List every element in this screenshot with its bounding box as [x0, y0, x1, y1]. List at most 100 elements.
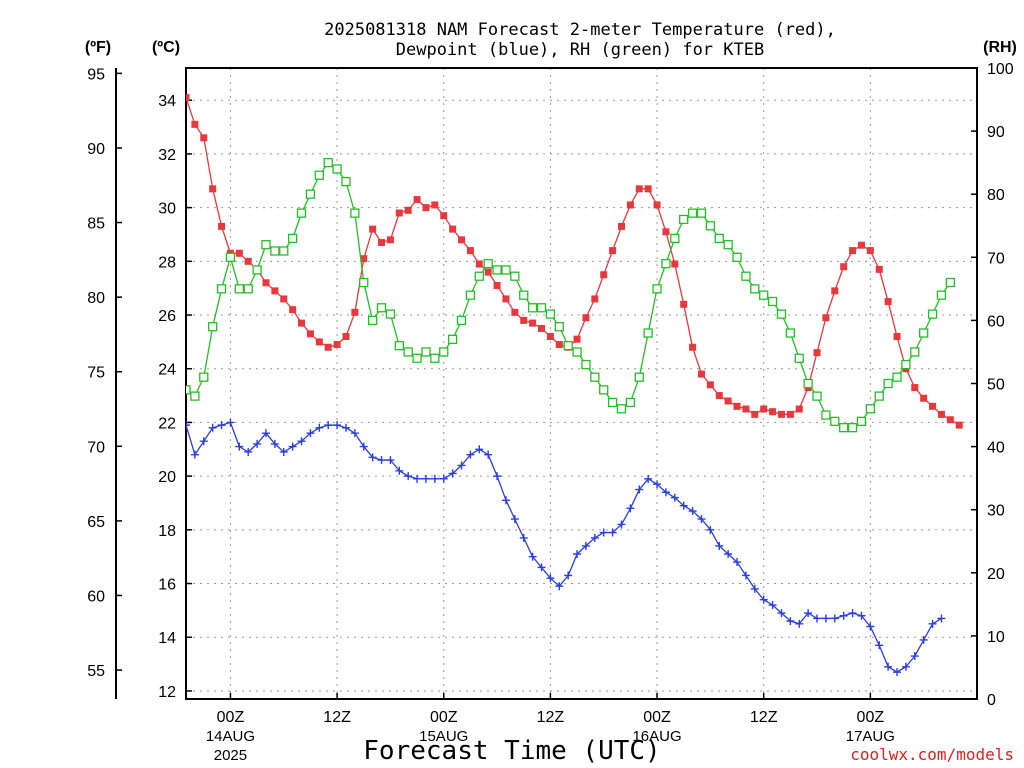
dewpoint-point	[653, 480, 662, 489]
dewpoint-point	[581, 541, 590, 550]
rh-point	[679, 214, 689, 225]
rh-tick-label: 50	[987, 377, 1005, 394]
rh-point	[661, 258, 671, 269]
fahrenheit-tick-label: 65	[87, 514, 105, 531]
temperature-point	[511, 308, 519, 316]
rh-point	[483, 258, 493, 269]
fahrenheit-tick-label: 80	[87, 290, 105, 307]
temperature-point	[760, 405, 768, 413]
temperature-point	[422, 204, 430, 212]
dewpoint-point	[564, 571, 573, 580]
rh-point	[359, 277, 369, 288]
temperature-point	[609, 247, 617, 255]
dewpoint-point	[733, 558, 742, 567]
dewpoint-point	[910, 652, 919, 661]
temperature-point	[662, 228, 670, 236]
dewpoint-point	[919, 635, 928, 644]
x-year-label: 2025	[214, 747, 247, 764]
rh-point	[643, 328, 653, 338]
dewpoint-point	[359, 442, 368, 451]
dewpoint-point	[226, 418, 235, 427]
dewpoint-point	[661, 488, 670, 497]
rh-point	[687, 208, 698, 218]
temperature-point	[849, 247, 857, 255]
dewpoint-point	[421, 474, 430, 483]
rh-point	[696, 208, 707, 218]
dewpoint-point	[839, 611, 848, 620]
rh-point	[412, 353, 422, 363]
rh-point	[341, 176, 351, 187]
rh-point	[607, 397, 618, 408]
chart-title-line-2: Dewpoint (blue), RH (green) for KTEB	[396, 40, 764, 60]
rh-point	[927, 309, 938, 319]
fahrenheit-tick-label: 70	[87, 439, 105, 456]
dewpoint-point	[253, 439, 262, 448]
temperature-point	[955, 421, 963, 429]
x-tick-label: 12Z	[750, 709, 778, 726]
rh-point	[830, 416, 840, 427]
y-tick-labels: 12 14 16 18 20 22 24 26 28 30 32 34 55 60 65 70 75 80 85 90…	[87, 61, 1014, 709]
temperature-point	[369, 225, 377, 233]
rh-point	[527, 303, 538, 313]
temperature-point	[186, 94, 190, 102]
celsius-tick-label: 24	[158, 362, 176, 379]
rh-point	[874, 391, 884, 401]
celsius-tick-label: 16	[158, 577, 176, 594]
dewpoint-point	[537, 563, 546, 572]
rh-point	[705, 221, 716, 231]
dewpoint-point	[528, 552, 537, 561]
temperature-point	[715, 392, 723, 400]
rh-point	[785, 328, 796, 338]
dewpoint-point	[279, 447, 288, 456]
rh-point	[767, 296, 778, 307]
temperature-point	[458, 236, 466, 244]
dewpoint-point	[244, 447, 253, 456]
dewpoint-point	[848, 609, 857, 618]
dewpoint-point	[217, 421, 226, 430]
temperature-point	[786, 410, 794, 418]
dewpoint-point	[501, 496, 510, 505]
temperature-point	[777, 410, 785, 418]
dewpoint-point	[315, 423, 324, 432]
fahrenheit-tick-label: 85	[87, 216, 105, 233]
dewpoint-point	[928, 619, 937, 628]
rh-point	[376, 303, 387, 313]
temperature-point	[298, 319, 306, 327]
dewpoint-point	[901, 662, 910, 671]
rh-point	[714, 233, 724, 244]
temperature-point	[235, 249, 243, 257]
rh-tick-label: 60	[987, 313, 1005, 330]
temperature-point	[218, 222, 226, 230]
rh-point	[919, 328, 929, 338]
dewpoint-point	[741, 571, 750, 580]
x-tick-label: 00Z	[643, 709, 671, 726]
temperature-point	[280, 295, 288, 303]
temperature-point	[360, 255, 368, 263]
celsius-tick-label: 30	[158, 201, 176, 218]
temperature-point	[475, 260, 483, 268]
dewpoint-point	[857, 611, 866, 620]
temperature-point	[573, 335, 581, 343]
temperature-point	[840, 263, 848, 271]
dewpoint-point	[590, 533, 599, 542]
dewpoint-point	[448, 469, 457, 478]
temperature-point	[946, 416, 954, 424]
temperature-point	[262, 279, 270, 287]
temperature-point	[209, 185, 217, 193]
rh-point	[261, 240, 271, 250]
dewpoint-point	[546, 574, 555, 583]
rh-point	[430, 353, 440, 363]
temperature-point	[271, 287, 279, 295]
dewpoint-point	[644, 474, 653, 483]
rh-point	[590, 372, 600, 382]
axes	[115, 67, 978, 700]
rh-point	[803, 378, 813, 389]
temperature-point	[404, 206, 412, 214]
fahrenheit-tick-label: 55	[87, 663, 105, 680]
fahrenheit-tick-label: 95	[87, 66, 105, 83]
x-tick-label: 00Z	[857, 709, 885, 726]
plot-frame	[185, 67, 978, 700]
dewpoint-point	[510, 515, 519, 524]
dewpoint-point	[368, 453, 377, 462]
dewpoint-point	[866, 622, 875, 631]
